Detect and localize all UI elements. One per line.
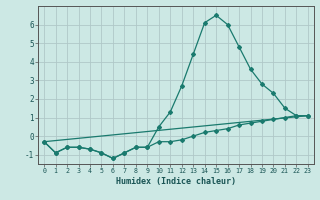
X-axis label: Humidex (Indice chaleur): Humidex (Indice chaleur)	[116, 177, 236, 186]
